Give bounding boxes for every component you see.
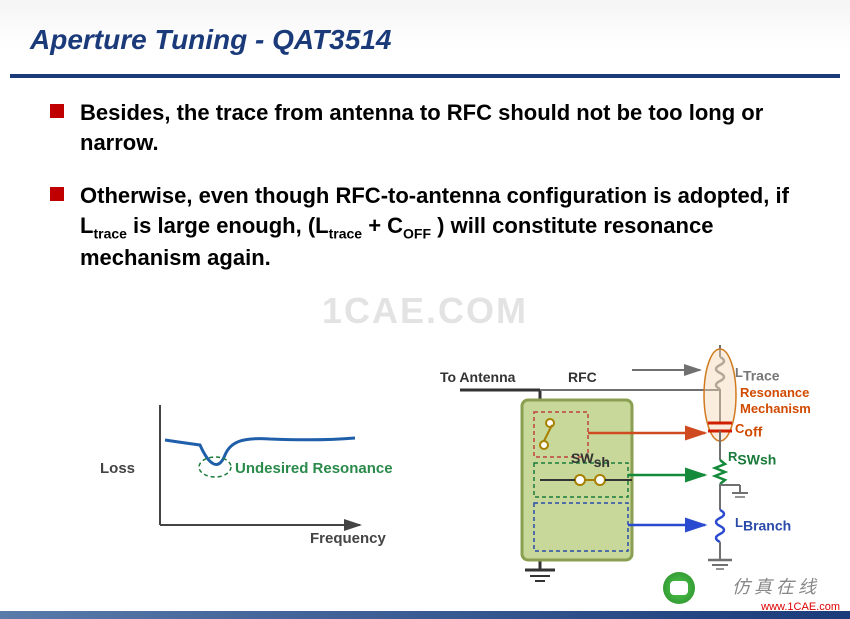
wechat-icon — [663, 572, 695, 604]
watermark-text: 1CAE.COM — [322, 290, 528, 332]
resonance-mechanism-label: ResonanceMechanism — [740, 385, 811, 416]
swsh-label: SWsh — [571, 450, 610, 470]
rswsh-label: RSWsh — [728, 449, 776, 468]
to-antenna-label: To Antenna — [440, 369, 515, 385]
bullet-marker-icon — [50, 187, 64, 201]
x-axis-label: Frequency — [310, 530, 386, 547]
ltrace-label: LTrace — [735, 365, 780, 384]
bullet-2: Otherwise, even though RFC-to-antenna co… — [50, 181, 800, 273]
bullet-1: Besides, the trace from antenna to RFC s… — [50, 98, 800, 157]
slide: Aperture Tuning - QAT3514 Besides, the t… — [0, 0, 850, 619]
content-area: Besides, the trace from antenna to RFC s… — [0, 78, 850, 317]
undesired-resonance-label: Undesired Resonance — [235, 460, 393, 477]
bullet-1-text: Besides, the trace from antenna to RFC s… — [80, 98, 800, 157]
bullet-marker-icon — [50, 104, 64, 118]
slide-title: Aperture Tuning - QAT3514 — [30, 24, 820, 56]
coff-label: Coff — [735, 421, 762, 440]
bullet-2-text: Otherwise, even though RFC-to-antenna co… — [80, 181, 800, 273]
rfc-label: RFC — [568, 369, 597, 385]
y-axis-label: Loss — [100, 460, 135, 477]
title-bar: Aperture Tuning - QAT3514 — [0, 0, 850, 66]
lbranch-label: LBranch — [735, 515, 791, 534]
loss-frequency-graph: Loss Frequency Undesired Resonance — [100, 375, 400, 545]
diagram-area: Loss Frequency Undesired Resonance — [0, 355, 850, 585]
footer-watermark-cn: 仿真在线 — [732, 573, 820, 599]
footer-bar — [0, 611, 850, 619]
circuit-diagram: To Antenna RFC SWsh LTrace ResonanceMech… — [440, 345, 830, 585]
